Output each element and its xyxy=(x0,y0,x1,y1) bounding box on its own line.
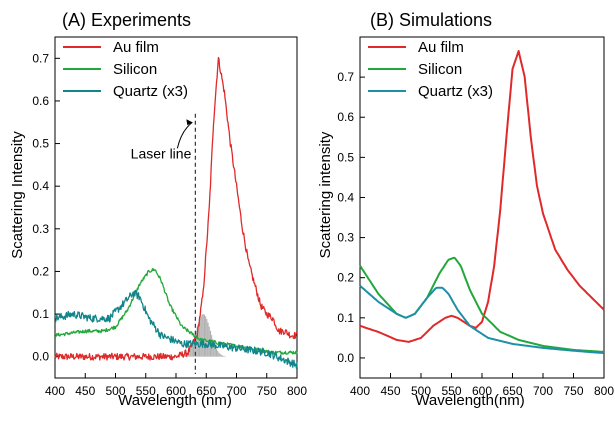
x-tick-label: 600 xyxy=(166,384,186,398)
y-tick-label: 0.7 xyxy=(337,70,354,84)
x-tick-label: 450 xyxy=(380,384,400,398)
x-tick-label: 500 xyxy=(105,384,125,398)
series-line-quartz-x3 xyxy=(359,284,605,355)
annotation-arrow xyxy=(176,121,193,149)
series-line-au-film xyxy=(54,56,298,361)
x-tick-label: 750 xyxy=(257,384,277,398)
series-line-au-film xyxy=(359,50,605,343)
x-tick-label: 500 xyxy=(411,384,431,398)
y-tick-label: 0.6 xyxy=(337,110,354,124)
panel-b-title: (B) Simulations xyxy=(370,10,492,30)
y-tick-label: 0.4 xyxy=(337,190,354,204)
panel-a-experiments: (A) Experiments Wavelength (nm) Scatteri… xyxy=(9,10,307,409)
x-tick-label: 400 xyxy=(350,384,370,398)
legend-label: Silicon xyxy=(113,61,157,78)
panel-a-x-axis-label: Wavelength (nm) xyxy=(118,392,232,409)
x-tick-label: 450 xyxy=(75,384,95,398)
x-tick-label: 650 xyxy=(502,384,522,398)
x-tick-label: 750 xyxy=(563,384,583,398)
series-line-silicon xyxy=(54,268,298,355)
y-tick-label: 0.2 xyxy=(337,271,354,285)
panel-b-simulations: (B) Simulations Wavelength(nm) Scatterin… xyxy=(317,10,614,409)
x-tick-label: 550 xyxy=(136,384,156,398)
x-tick-label: 700 xyxy=(533,384,553,398)
y-tick-label: 0.3 xyxy=(32,222,49,236)
x-tick-label: 550 xyxy=(441,384,461,398)
legend-label: Au film xyxy=(418,39,464,56)
y-tick-label: 0.5 xyxy=(32,137,49,151)
x-tick-label: 600 xyxy=(472,384,492,398)
y-tick-label: 0.3 xyxy=(337,231,354,245)
x-tick-label: 800 xyxy=(594,384,614,398)
annotation-arrowhead xyxy=(186,119,193,126)
panel-a-y-axis-label: Scattering Intensity xyxy=(9,131,26,259)
y-tick-label: 0.2 xyxy=(32,264,49,278)
y-tick-label: 0.5 xyxy=(337,150,354,164)
series-line-silicon xyxy=(359,256,605,353)
legend-label: Au film xyxy=(113,39,159,56)
x-tick-label: 400 xyxy=(45,384,65,398)
panel-b-x-axis-label: Wavelength(nm) xyxy=(415,392,524,409)
legend-label: Quartz (x3) xyxy=(418,83,493,100)
legend-label: Quartz (x3) xyxy=(113,83,188,100)
x-tick-label: 700 xyxy=(226,384,246,398)
legend-label: Silicon xyxy=(418,61,462,78)
y-tick-label: 0.1 xyxy=(32,307,49,321)
panel-a-title: (A) Experiments xyxy=(62,10,191,30)
series-line-quartz-x3 xyxy=(54,289,298,369)
panel-b-y-axis-label: Scattering intensity xyxy=(317,131,334,258)
y-tick-label: 0.0 xyxy=(337,351,354,365)
laser-line-annotation: Laser line xyxy=(131,145,192,161)
x-tick-label: 650 xyxy=(196,384,216,398)
y-tick-label: 0.0 xyxy=(32,350,49,364)
y-tick-label: 0.7 xyxy=(32,51,49,65)
y-tick-label: 0.4 xyxy=(32,179,49,193)
y-tick-label: 0.1 xyxy=(337,311,354,325)
y-tick-label: 0.6 xyxy=(32,94,49,108)
x-tick-label: 800 xyxy=(287,384,307,398)
